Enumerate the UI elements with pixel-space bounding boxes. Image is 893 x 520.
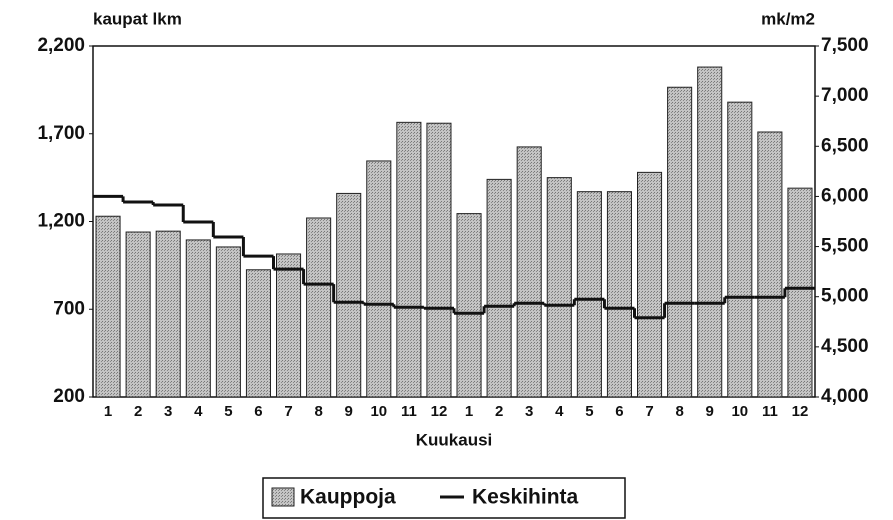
bar <box>185 239 211 398</box>
bar <box>486 178 512 398</box>
bar <box>667 86 693 398</box>
y2-tick-label: 6,000 <box>821 185 869 206</box>
legend-swatch <box>271 487 295 507</box>
bar <box>125 231 151 398</box>
bar <box>697 66 723 398</box>
x-tick-label: 10 <box>731 403 748 420</box>
bar <box>95 215 121 398</box>
x-tick-label: 1 <box>104 403 112 420</box>
bar <box>546 177 572 398</box>
bar <box>276 253 302 398</box>
y-tick-label: 1,200 <box>37 211 85 232</box>
y2-axis-label: mk/m2 <box>761 9 815 28</box>
bar <box>516 146 542 398</box>
legend-label: Kauppoja <box>300 486 396 509</box>
x-tick-label: 12 <box>431 403 448 420</box>
x-tick-label: 8 <box>675 403 683 420</box>
y2-tick-label: 4,500 <box>821 336 869 357</box>
x-tick-label: 8 <box>314 403 322 420</box>
x-tick-label: 4 <box>555 403 564 420</box>
bar <box>426 122 452 398</box>
x-tick-label: 11 <box>401 403 417 420</box>
x-tick-label: 10 <box>370 403 387 420</box>
x-tick-label: 6 <box>615 403 623 420</box>
x-tick-label: 7 <box>645 403 653 420</box>
bar <box>637 171 663 398</box>
y2-tick-label: 6,500 <box>821 135 869 156</box>
y2-tick-label: 4,000 <box>821 386 869 407</box>
bar <box>396 121 422 398</box>
x-tick-label: 9 <box>345 403 353 420</box>
x-tick-label: 5 <box>585 403 593 420</box>
legend-box <box>262 477 626 519</box>
bar <box>155 230 181 398</box>
y-tick-label: 2,200 <box>37 35 85 56</box>
y2-tick-label: 7,500 <box>821 35 869 56</box>
x-tick-label: 12 <box>792 403 809 420</box>
y2-tick-label: 5,000 <box>821 286 869 307</box>
x-tick-label: 3 <box>164 403 172 420</box>
y-tick-label: 1,700 <box>37 123 85 144</box>
x-tick-label: 2 <box>495 403 503 420</box>
x-tick-label: 5 <box>224 403 232 420</box>
x-tick-label: 3 <box>525 403 533 420</box>
bar <box>576 191 602 398</box>
x-tick-label: 2 <box>134 403 142 420</box>
x-tick-label: 4 <box>194 403 203 420</box>
bar <box>456 213 482 398</box>
x-tick-label: 1 <box>465 403 473 420</box>
x-tick-label: 11 <box>762 403 778 420</box>
bar <box>606 191 632 398</box>
bar <box>245 269 271 398</box>
bar <box>306 217 332 398</box>
bar <box>215 246 241 398</box>
bar <box>336 192 362 398</box>
y-tick-label: 700 <box>53 298 85 319</box>
bar <box>787 187 813 398</box>
x-tick-label: 6 <box>254 403 262 420</box>
y2-tick-label: 5,500 <box>821 236 869 257</box>
bar <box>366 160 392 398</box>
y-tick-label: 200 <box>53 386 85 407</box>
y-axis-label: kaupat lkm <box>93 9 182 28</box>
legend-label: Keskihinta <box>472 486 579 509</box>
x-tick-label: 7 <box>284 403 292 420</box>
x-axis-label: Kuukausi <box>416 430 493 449</box>
x-tick-label: 9 <box>706 403 714 420</box>
bar <box>727 101 753 398</box>
y2-tick-label: 7,000 <box>821 85 869 106</box>
bar <box>757 131 783 398</box>
step-riser <box>121 196 787 318</box>
